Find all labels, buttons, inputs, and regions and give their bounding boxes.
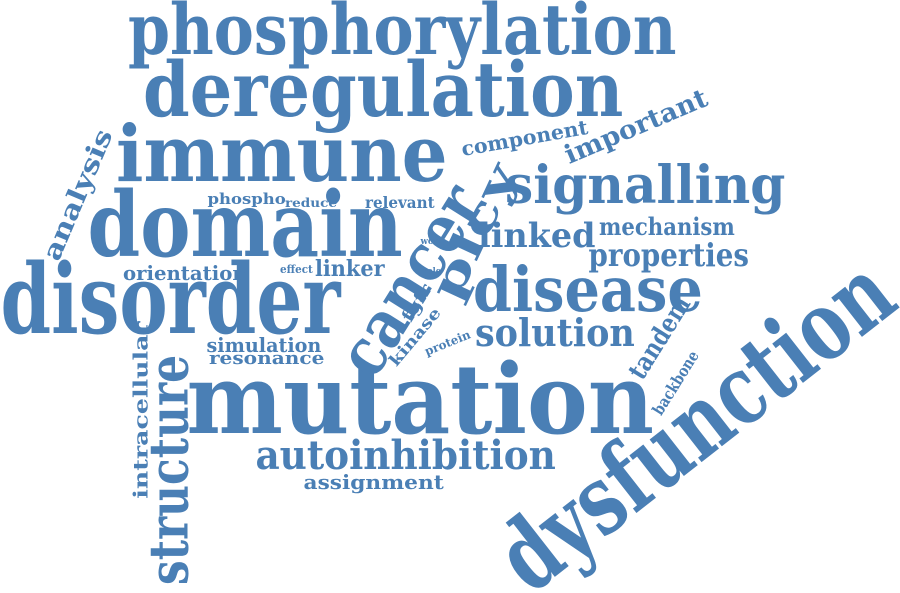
word-resonance: resonance (208, 348, 324, 369)
word-mechanism: mechanism (598, 212, 735, 241)
word-assignment: assignment (303, 470, 444, 494)
word-properties: properties (588, 236, 749, 274)
word-phosphorylation: phosphorylation (128, 0, 677, 71)
word-autoinhibition: autoinhibition (254, 432, 556, 479)
word-orientation: orientation (123, 261, 247, 285)
word-work: work (419, 236, 444, 247)
word-solution: solution (474, 310, 635, 355)
word-relevant: relevant (364, 193, 435, 212)
word-linker: linker (314, 256, 385, 282)
word-simulation: simulation (206, 333, 322, 357)
word-reduce: reduce (285, 196, 338, 210)
word-disease: disease (473, 253, 703, 326)
word-immune: immune (116, 109, 448, 200)
word-deregulation: deregulation (143, 45, 624, 134)
word-effect: effect (279, 262, 313, 276)
word-signalling: signalling (504, 155, 786, 216)
word-role: role (422, 266, 441, 277)
word-disorder: disorder (0, 243, 341, 356)
word-domain: domain (87, 172, 403, 278)
word-intracellular: intracellular (127, 321, 152, 499)
word-mutation: mutation (186, 343, 654, 456)
word-linked: linked (478, 216, 596, 256)
word-phospho: phospho (206, 189, 286, 208)
